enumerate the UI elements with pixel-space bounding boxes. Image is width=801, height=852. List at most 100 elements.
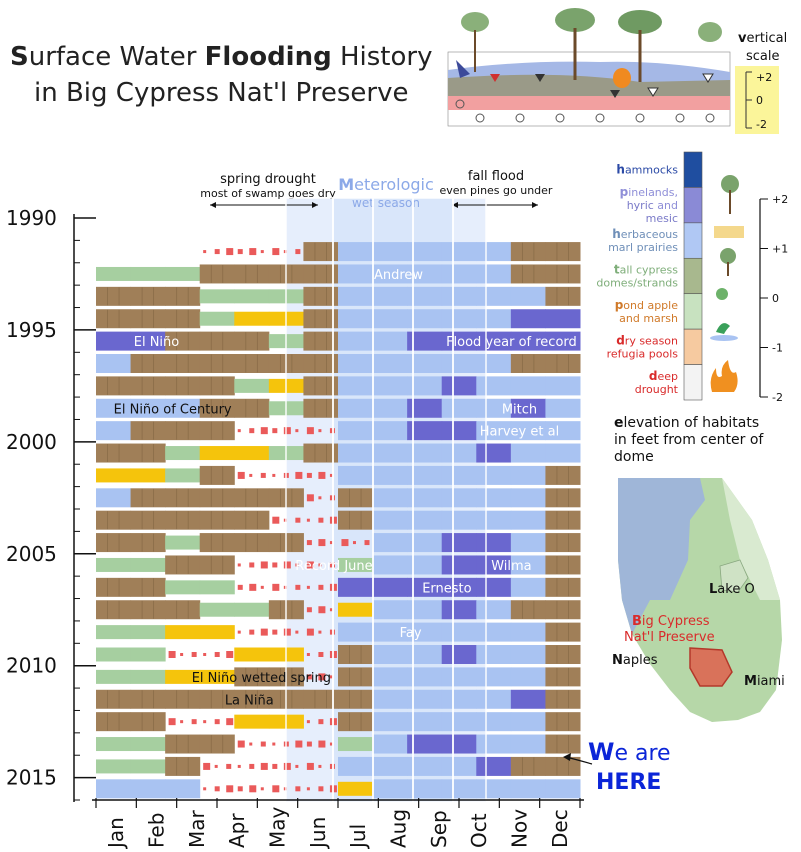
legend-scale-label: +2: [772, 193, 788, 206]
chart-title-line2: in Big Cypress Nat'l Preserve: [34, 78, 408, 108]
heatmap-cell: [226, 248, 234, 256]
heatmap-cell: [96, 647, 132, 662]
heatmap-cell: [545, 309, 581, 329]
heatmap-cell: [372, 488, 408, 508]
heatmap-cell: [318, 584, 324, 590]
heatmap-cell: [306, 653, 310, 656]
heatmap-cell: [249, 248, 257, 256]
scale-tick-label: 0: [756, 94, 763, 107]
heatmap-cell: [199, 421, 235, 441]
spring-drought-label: spring drought: [220, 172, 316, 187]
season-labels: spring drought most of swamp goes dry Me…: [200, 169, 553, 210]
legend-label: and marsh: [619, 312, 678, 325]
heatmap-cell: [407, 555, 443, 575]
legend-swatch: [683, 293, 703, 330]
heatmap-cell: [303, 398, 339, 418]
heatmap-cell: [199, 580, 235, 595]
heatmap-cell: [510, 398, 546, 418]
heatmap-cell: [545, 622, 581, 642]
legend-label: tall cypress: [614, 263, 678, 277]
heatmap-cell: [234, 378, 270, 393]
heatmap-cell: [318, 563, 322, 567]
heatmap-cell: [130, 421, 166, 441]
x-tick-label: Apr: [225, 813, 249, 848]
heatmap-cell: [249, 763, 255, 769]
heatmap-cell: [237, 740, 245, 748]
heatmap-cell: [234, 510, 270, 530]
heatmap-cell: [272, 629, 278, 635]
x-tick-label: Feb: [145, 813, 169, 848]
heatmap-cell: [318, 652, 324, 657]
heatmap-cell: [165, 734, 201, 754]
annotation-label: Fay: [400, 626, 422, 641]
naples-label: Naples: [612, 653, 658, 668]
heatmap-cell: [545, 488, 581, 508]
heatmap-cell: [165, 555, 201, 575]
annotation-label: Harvey et al: [480, 425, 559, 440]
heatmap-cell: [96, 354, 132, 373]
heatmap-cell: [318, 471, 326, 479]
heatmap-cell: [318, 764, 322, 768]
legend-habitat-icon: [716, 288, 728, 300]
heatmap-cell: [476, 488, 512, 508]
heatmap-cell: [306, 762, 314, 770]
heatmap-cell: [295, 563, 299, 567]
heatmap-cell: [295, 429, 299, 433]
florida-map: Lake O Big Cypress Nat'l Preserve Naples…: [612, 478, 785, 722]
heatmap-cell: [372, 734, 408, 754]
heatmap-cell: [165, 468, 201, 483]
heatmap-cell: [372, 331, 408, 351]
heatmap-cell: [249, 742, 253, 746]
legend-swatch: [683, 328, 703, 365]
heatmap-cell: [203, 787, 207, 791]
heatmap-cell: [96, 286, 132, 306]
heatmap-cell: [476, 779, 512, 799]
heatmap-cell: [96, 443, 132, 463]
heatmap-cell: [510, 421, 546, 441]
heatmap-cell: [130, 647, 166, 662]
legend-label: hammocks: [616, 163, 678, 177]
y-tick-label: 1995: [6, 318, 57, 342]
heatmap-cell: [295, 584, 301, 590]
heatmap-cell: [96, 468, 132, 483]
heatmap-cell: [407, 242, 443, 262]
heatmap-cell: [338, 756, 374, 776]
heatmap-cell: [306, 427, 314, 435]
heatmap-cell: [199, 533, 235, 553]
heatmap-cell: [441, 309, 477, 329]
heatmap-cell: [303, 689, 339, 709]
heatmap-cell: [407, 376, 443, 396]
lake-o-label: Lake O: [709, 582, 755, 597]
heatmap-cell: [165, 625, 201, 640]
heatmap-cell: [96, 421, 132, 441]
heatmap-cell: [407, 488, 443, 508]
heatmap-cell: [372, 622, 408, 642]
heatmap-cell: [441, 622, 477, 642]
heatmap-cell: [476, 443, 512, 463]
heatmap-cell: [295, 764, 299, 768]
heatmap-cell: [199, 398, 235, 418]
annotation-label: Record June: [295, 559, 372, 574]
heatmap-cell: [165, 354, 201, 373]
annotation-label: La Niña: [225, 693, 274, 708]
heatmap-cell: [545, 443, 581, 463]
heatmap-cell: [272, 516, 280, 524]
heatmap-cell: [260, 762, 268, 770]
heatmap-cell: [372, 779, 408, 799]
heatmap-cell: [165, 669, 201, 684]
annotation-label: El Niño of Century: [114, 402, 232, 417]
heatmap-cell: [191, 719, 197, 725]
heatmap-cell: [545, 421, 581, 441]
heatmap-cell: [303, 264, 339, 284]
heatmap-cell: [545, 354, 581, 373]
heatmap-cell: [130, 443, 166, 463]
heatmap-cell: [545, 779, 581, 799]
heatmap-cell: [295, 740, 303, 748]
heatmap-cell: [199, 331, 235, 351]
heatmap-cell: [272, 763, 278, 769]
heatmap-cell: [165, 488, 201, 508]
heatmap-cell: [303, 286, 339, 306]
svg-text:scale: scale: [746, 49, 780, 64]
heatmap-cell: [96, 712, 132, 732]
heatmap-cell: [441, 354, 477, 373]
